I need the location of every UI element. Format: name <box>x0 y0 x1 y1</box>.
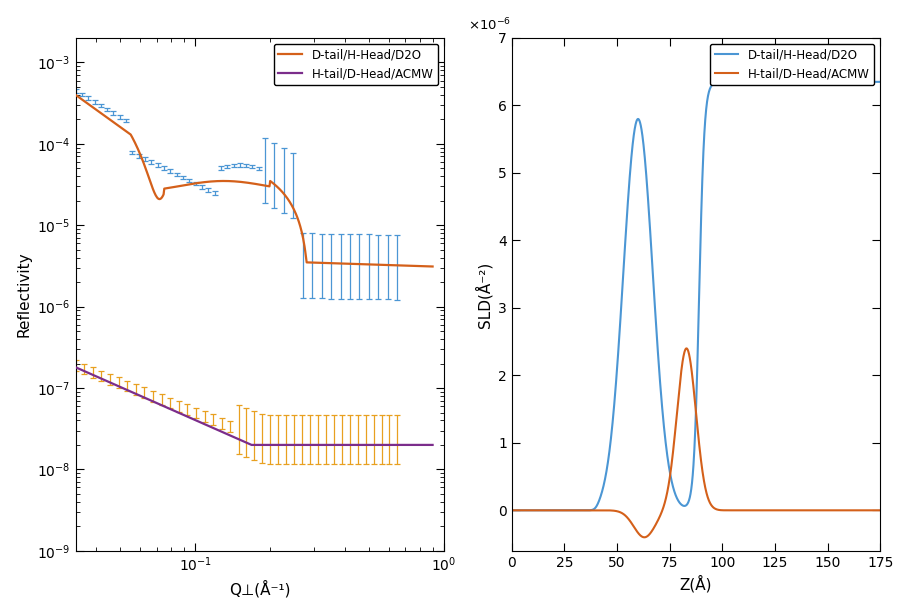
H-tail/D-Head/ACMW <box>797 507 808 514</box>
H-tail/D-Head/ACMW <box>242 440 253 447</box>
H-tail/D-Head/ACMW <box>427 441 438 449</box>
Line: D-tail/H-Head/D2O: D-tail/H-Head/D2O <box>76 95 432 266</box>
D-tail/H-Head/D2O <box>875 78 885 85</box>
Line: D-tail/H-Head/D2O: D-tail/H-Head/D2O <box>511 82 880 510</box>
Text: $\times 10^{-6}$: $\times 10^{-6}$ <box>468 16 511 33</box>
Y-axis label: Reflectivity: Reflectivity <box>16 252 32 337</box>
H-tail/D-Head/ACMW <box>70 363 81 371</box>
D-tail/H-Head/D2O <box>263 182 274 190</box>
D-tail/H-Head/D2O <box>685 488 696 495</box>
Line: H-tail/D-Head/ACMW: H-tail/D-Head/ACMW <box>76 367 432 445</box>
D-tail/H-Head/D2O <box>70 91 81 99</box>
H-tail/D-Head/ACMW <box>246 441 257 449</box>
H-tail/D-Head/ACMW <box>525 507 536 514</box>
X-axis label: Z(Å): Z(Å) <box>680 575 713 593</box>
H-tail/D-Head/ACMW <box>676 367 687 375</box>
Line: H-tail/D-Head/ACMW: H-tail/D-Head/ACMW <box>511 348 880 537</box>
H-tail/D-Head/ACMW <box>506 507 517 514</box>
H-tail/D-Head/ACMW <box>264 441 275 449</box>
D-tail/H-Head/D2O <box>363 261 374 268</box>
X-axis label: Q⊥(Å⁻¹): Q⊥(Å⁻¹) <box>229 580 290 597</box>
H-tail/D-Head/ACMW <box>681 344 692 352</box>
H-tail/D-Head/ACMW <box>283 441 294 449</box>
Legend: D-tail/H-Head/D2O, H-tail/D-Head/ACMW: D-tail/H-Head/D2O, H-tail/D-Head/ACMW <box>274 44 438 85</box>
H-tail/D-Head/ACMW <box>864 507 875 514</box>
H-tail/D-Head/ACMW <box>686 364 697 371</box>
H-tail/D-Head/ACMW <box>864 507 875 514</box>
D-tail/H-Head/D2O <box>864 78 875 85</box>
D-tail/H-Head/D2O <box>427 263 438 270</box>
D-tail/H-Head/D2O <box>506 507 517 514</box>
D-tail/H-Head/D2O <box>525 507 536 514</box>
D-tail/H-Head/D2O <box>239 179 250 186</box>
D-tail/H-Head/D2O <box>283 196 294 203</box>
Y-axis label: SLD(Å⁻²): SLD(Å⁻²) <box>475 262 492 327</box>
D-tail/H-Head/D2O <box>791 78 802 85</box>
D-tail/H-Head/D2O <box>675 500 686 508</box>
H-tail/D-Head/ACMW <box>363 441 374 449</box>
H-tail/D-Head/ACMW <box>239 438 250 446</box>
H-tail/D-Head/ACMW <box>639 534 650 541</box>
D-tail/H-Head/D2O <box>242 179 253 187</box>
D-tail/H-Head/D2O <box>864 78 875 85</box>
Legend: D-tail/H-Head/D2O, H-tail/D-Head/ACMW: D-tail/H-Head/D2O, H-tail/D-Head/ACMW <box>710 44 875 85</box>
D-tail/H-Head/D2O <box>419 263 430 270</box>
D-tail/H-Head/D2O <box>796 78 807 85</box>
H-tail/D-Head/ACMW <box>420 441 430 449</box>
H-tail/D-Head/ACMW <box>875 507 885 514</box>
